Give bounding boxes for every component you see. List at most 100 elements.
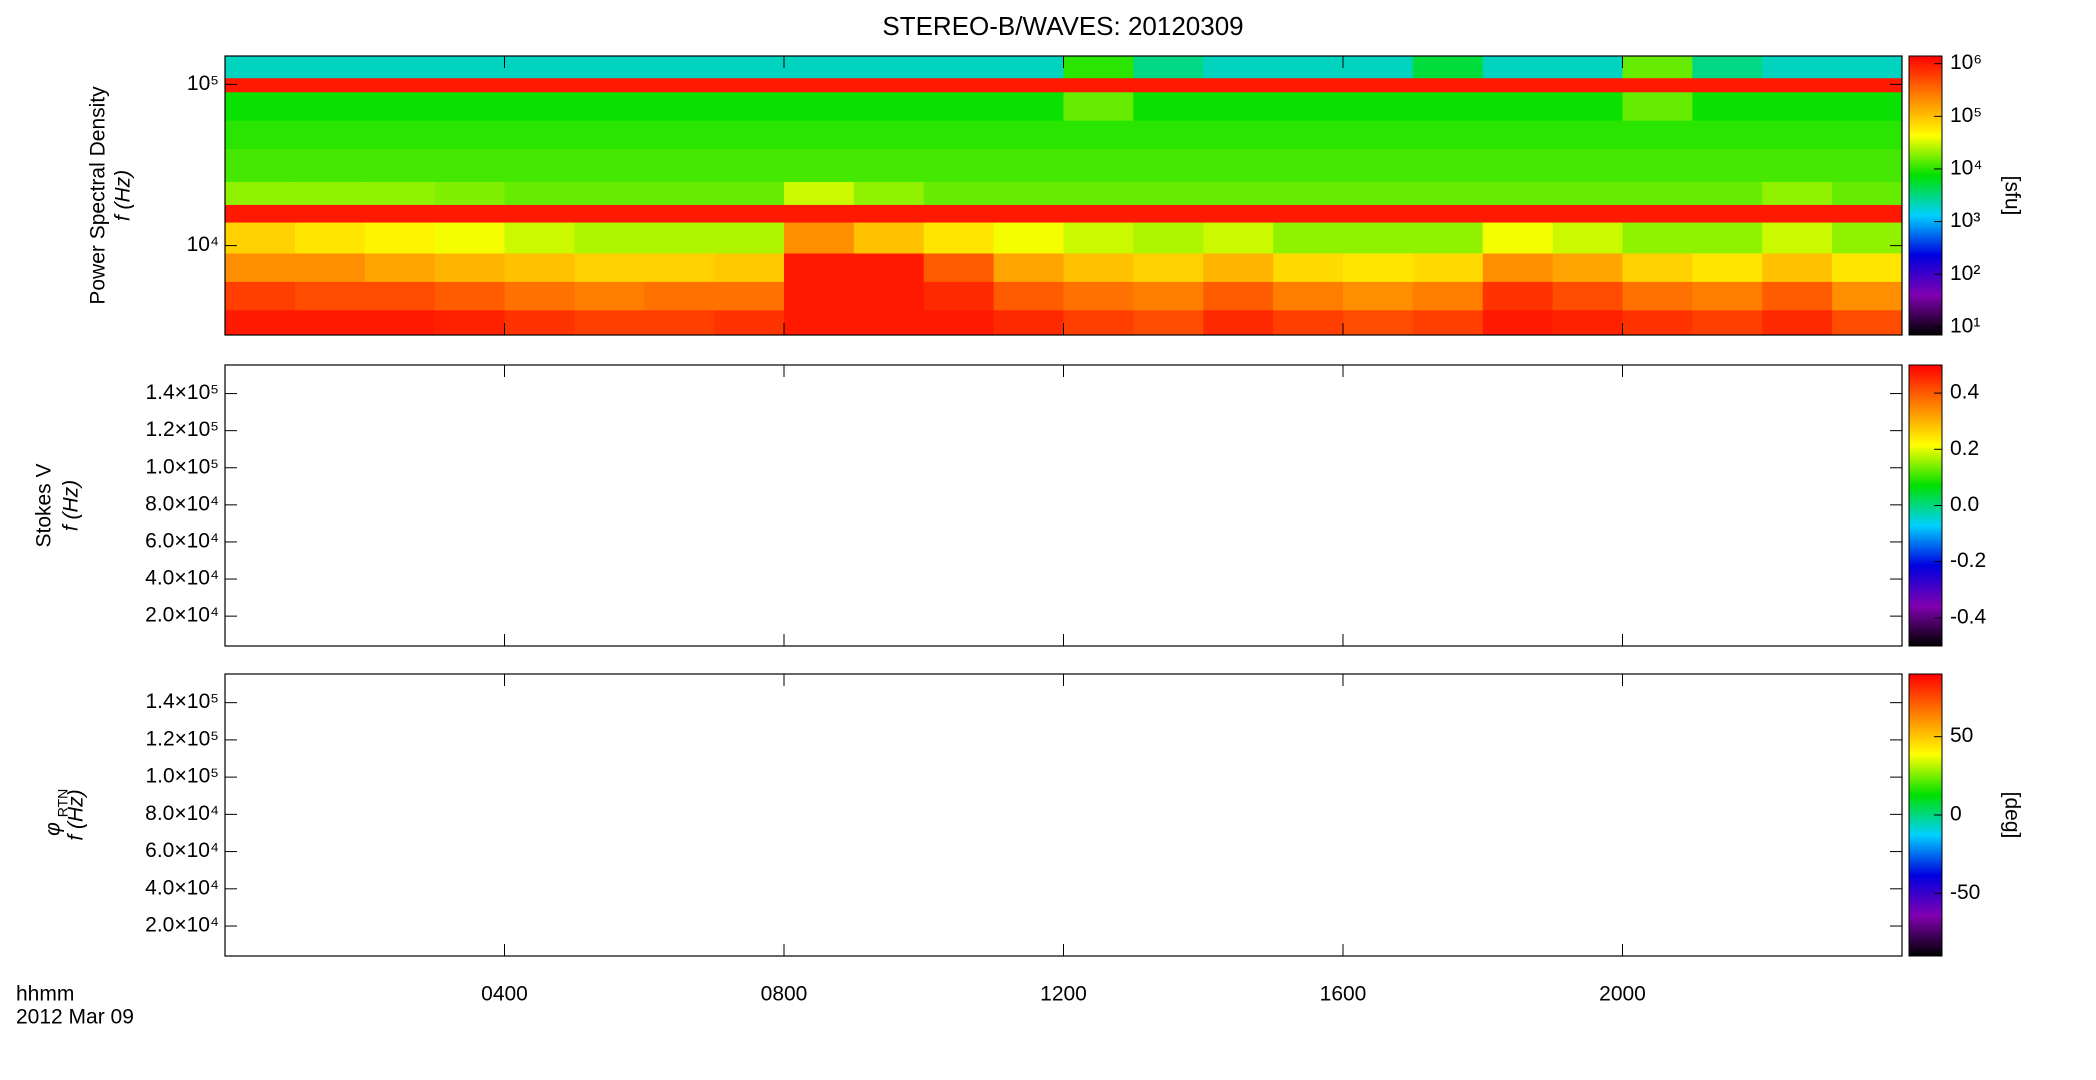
- heatmap-cell: [225, 77, 296, 93]
- heatmap-cell: [923, 181, 995, 205]
- heatmap-cell: [1203, 281, 1274, 311]
- heatmap-cell: [1343, 204, 1414, 223]
- heatmap-cell: [1412, 281, 1484, 311]
- heatmap-cell: [853, 252, 925, 282]
- heatmap-cell: [853, 204, 925, 223]
- x-tick-label: 2000: [1599, 983, 1646, 1006]
- heatmap-cell: [434, 252, 505, 282]
- colorbar-tick-label: 10⁴: [1950, 157, 1982, 180]
- colorbar-label: [deg]: [2000, 792, 2023, 839]
- heatmap-cell: [1343, 148, 1414, 182]
- heatmap-cell: [574, 56, 645, 79]
- heatmap-cell: [1692, 120, 1763, 150]
- heatmap-cell: [1832, 181, 1903, 205]
- heatmap-cell: [1552, 309, 1623, 336]
- heatmap-cell: [1552, 148, 1623, 182]
- plot-frame: [224, 673, 1903, 957]
- heatmap-cell: [1273, 309, 1344, 336]
- colorbar-tick-label: 0: [1950, 803, 1962, 826]
- heatmap-cell: [923, 91, 995, 121]
- heatmap-cell: [434, 91, 505, 121]
- heatmap-cell: [1063, 56, 1134, 79]
- heatmap-cell: [434, 281, 505, 311]
- heatmap-cell: [434, 148, 505, 182]
- x-tick-label: 0400: [481, 983, 528, 1006]
- heatmap-cell: [1832, 120, 1903, 150]
- y-tick-label: 1.2×10⁵: [145, 727, 219, 750]
- heatmap-cell: [364, 252, 436, 282]
- y-tick-label: 1.0×10⁵: [145, 765, 219, 788]
- heatmap-cell: [1692, 281, 1763, 311]
- heatmap-cell: [574, 252, 645, 282]
- heatmap-cell: [1552, 252, 1623, 282]
- heatmap-cell: [364, 77, 436, 93]
- heatmap-cell: [364, 56, 436, 79]
- heatmap-cell: [1273, 91, 1344, 121]
- y-label: f (Hz): [112, 170, 135, 221]
- heatmap-cell: [1482, 204, 1554, 223]
- heatmap-cell: [294, 252, 366, 282]
- y-label: f (Hz): [60, 480, 83, 531]
- heatmap-cell: [923, 222, 995, 254]
- heatmap-cell: [1203, 56, 1274, 79]
- heatmap-cell: [1203, 252, 1274, 282]
- heatmap-cell: [1063, 252, 1134, 282]
- heatmap-cell: [225, 252, 296, 282]
- heatmap-cell: [853, 56, 925, 79]
- heatmap-cell: [714, 56, 785, 79]
- heatmap-cell: [853, 222, 925, 254]
- heatmap-cell: [1832, 281, 1903, 311]
- heatmap-cell: [1482, 222, 1554, 254]
- heatmap-cell: [644, 309, 715, 336]
- y-tick-label: 8.0×10⁴: [145, 802, 219, 825]
- heatmap-cell: [1273, 181, 1344, 205]
- heatmap-cell: [434, 309, 505, 336]
- y-label: φ: [42, 822, 65, 836]
- heatmap-cell: [504, 281, 575, 311]
- heatmap-cell: [434, 181, 505, 205]
- heatmap-cell: [853, 148, 925, 182]
- y-tick-label: 6.0×10⁴: [145, 839, 219, 862]
- heatmap-cell: [1133, 120, 1204, 150]
- heatmap-cell: [1692, 181, 1763, 205]
- heatmap-cell: [923, 281, 995, 311]
- colorbar-tick-label: 0.2: [1950, 437, 1979, 460]
- heatmap-cell: [1412, 181, 1484, 205]
- heatmap-cell: [784, 77, 855, 93]
- heatmap-cell: [1412, 120, 1484, 150]
- colorbar-tick-label: 0.4: [1950, 381, 1980, 404]
- heatmap-cell: [1692, 222, 1763, 254]
- heatmap-cell: [294, 120, 366, 150]
- heatmap-cell: [1203, 181, 1274, 205]
- heatmap-cell: [784, 252, 855, 282]
- heatmap-cell: [1063, 91, 1134, 121]
- heatmap-cell: [1343, 56, 1414, 79]
- heatmap-cell: [1482, 77, 1554, 93]
- heatmap-cell: [1832, 91, 1903, 121]
- y-tick-label: 4.0×10⁴: [145, 876, 219, 899]
- heatmap-cell: [1692, 91, 1763, 121]
- heatmap-cell: [853, 281, 925, 311]
- heatmap-cell: [1133, 181, 1204, 205]
- y-label: f (Hz): [65, 789, 88, 840]
- heatmap-cell: [1063, 77, 1134, 93]
- heatmap-cell: [225, 56, 296, 79]
- heatmap-cell: [1482, 181, 1554, 205]
- plot-frame: [224, 364, 1903, 647]
- heatmap-cell: [923, 252, 995, 282]
- heatmap-cell: [784, 56, 855, 79]
- heatmap-cell: [1063, 309, 1134, 336]
- heatmap-cell: [1273, 148, 1344, 182]
- heatmap-cell: [434, 56, 505, 79]
- heatmap-cell: [714, 91, 785, 121]
- heatmap-cell: [1622, 281, 1693, 311]
- heatmap-cell: [434, 204, 505, 223]
- heatmap-cell: [714, 252, 785, 282]
- heatmap-cell: [1692, 309, 1763, 336]
- heatmap-cell: [1622, 222, 1693, 254]
- heatmap-cell: [1343, 281, 1414, 311]
- heatmap-cell: [714, 222, 785, 254]
- heatmap-cell: [1343, 77, 1414, 93]
- heatmap-cell: [1063, 222, 1134, 254]
- heatmap-cell: [294, 91, 366, 121]
